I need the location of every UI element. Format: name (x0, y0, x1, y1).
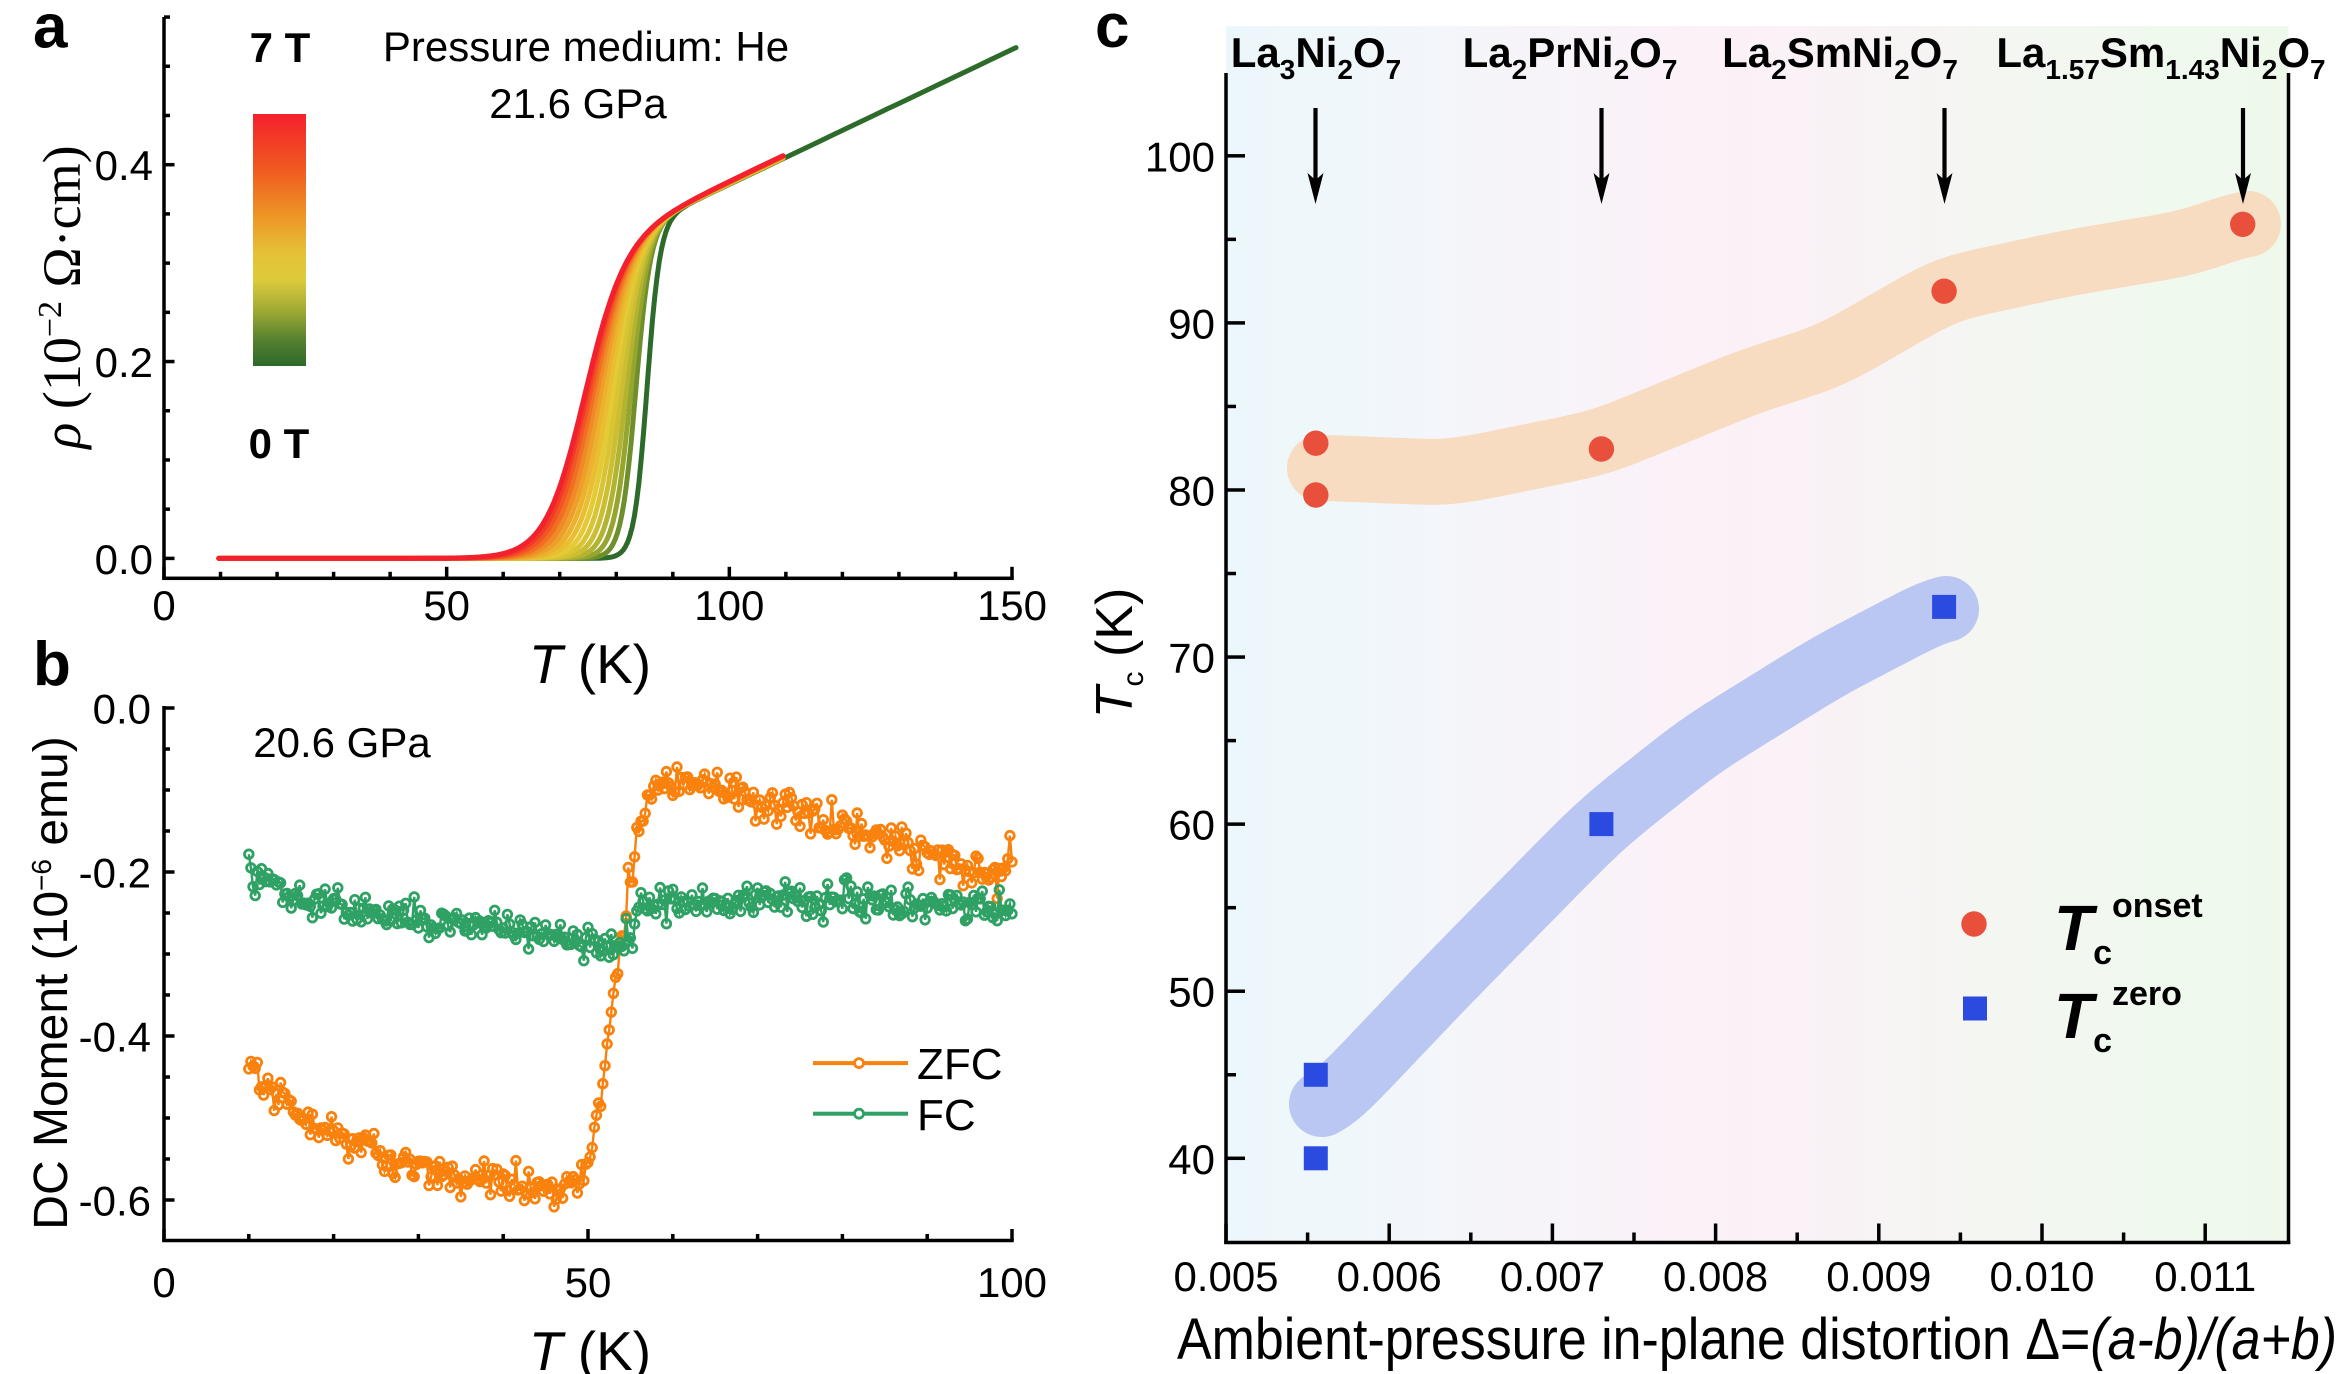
svg-text:0.006: 0.006 (1337, 1253, 1442, 1300)
svg-text:b: b (33, 630, 71, 699)
svg-text:La3Ni2O7: La3Ni2O7 (1231, 29, 1401, 85)
svg-text:0.2: 0.2 (95, 339, 153, 386)
svg-text:a: a (33, 0, 68, 62)
svg-text:Tc (K): Tc (K) (1086, 588, 1150, 719)
svg-text:Tczero: Tczero (2054, 975, 2182, 1060)
svg-text:7 T: 7 T (250, 24, 311, 71)
svg-text:T (K): T (K) (529, 633, 651, 695)
svg-text:0.010: 0.010 (1989, 1253, 2094, 1300)
svg-text:0 T: 0 T (249, 420, 310, 467)
svg-text:100: 100 (1145, 133, 1215, 180)
svg-text:La2PrNi2O7: La2PrNi2O7 (1463, 29, 1678, 85)
svg-text:50: 50 (423, 582, 470, 629)
svg-text:0: 0 (152, 1259, 175, 1306)
svg-text:0.0: 0.0 (93, 686, 151, 733)
svg-text:100: 100 (694, 582, 764, 629)
svg-text:60: 60 (1168, 802, 1215, 849)
svg-text:Tconset: Tconset (2054, 887, 2203, 972)
svg-text:20.6 GPa: 20.6 GPa (253, 719, 431, 766)
svg-text:T (K): T (K) (529, 1320, 651, 1374)
svg-text:50: 50 (1168, 969, 1215, 1016)
svg-text:50: 50 (565, 1259, 612, 1306)
svg-text:DC Moment (10−6 emu): DC Moment (10−6 emu) (25, 736, 78, 1229)
svg-text:70: 70 (1168, 635, 1215, 682)
svg-text:-0.6: -0.6 (79, 1178, 151, 1225)
svg-text:-0.2: -0.2 (79, 850, 151, 897)
svg-text:0.0: 0.0 (95, 536, 153, 583)
svg-text:0.005: 0.005 (1173, 1253, 1278, 1300)
svg-text:21.6 GPa: 21.6 GPa (489, 80, 667, 127)
svg-text:0.007: 0.007 (1500, 1253, 1605, 1300)
svg-text:Pressure medium: He: Pressure medium: He (383, 23, 789, 70)
svg-text:0: 0 (152, 582, 175, 629)
svg-text:ρ (10−2 Ω·cm): ρ (10−2 Ω·cm) (32, 145, 92, 450)
svg-text:0.008: 0.008 (1663, 1253, 1768, 1300)
svg-text:90: 90 (1168, 300, 1215, 347)
svg-text:150: 150 (977, 582, 1047, 629)
svg-text:FC: FC (917, 1091, 976, 1140)
svg-text:La2SmNi2O7: La2SmNi2O7 (1722, 29, 1958, 85)
svg-text:100: 100 (977, 1259, 1047, 1306)
svg-text:Ambient-pressure in-plane dist: Ambient-pressure in-plane distortion Δ=(… (1177, 1307, 2337, 1372)
svg-text:0.4: 0.4 (95, 142, 153, 189)
svg-text:c: c (1095, 0, 1129, 61)
svg-text:ZFC: ZFC (917, 1040, 1003, 1089)
svg-text:0.011: 0.011 (2154, 1253, 2256, 1300)
svg-text:80: 80 (1168, 468, 1215, 515)
svg-text:40: 40 (1168, 1136, 1215, 1183)
svg-text:0.009: 0.009 (1826, 1253, 1931, 1300)
svg-text:-0.4: -0.4 (79, 1014, 151, 1061)
